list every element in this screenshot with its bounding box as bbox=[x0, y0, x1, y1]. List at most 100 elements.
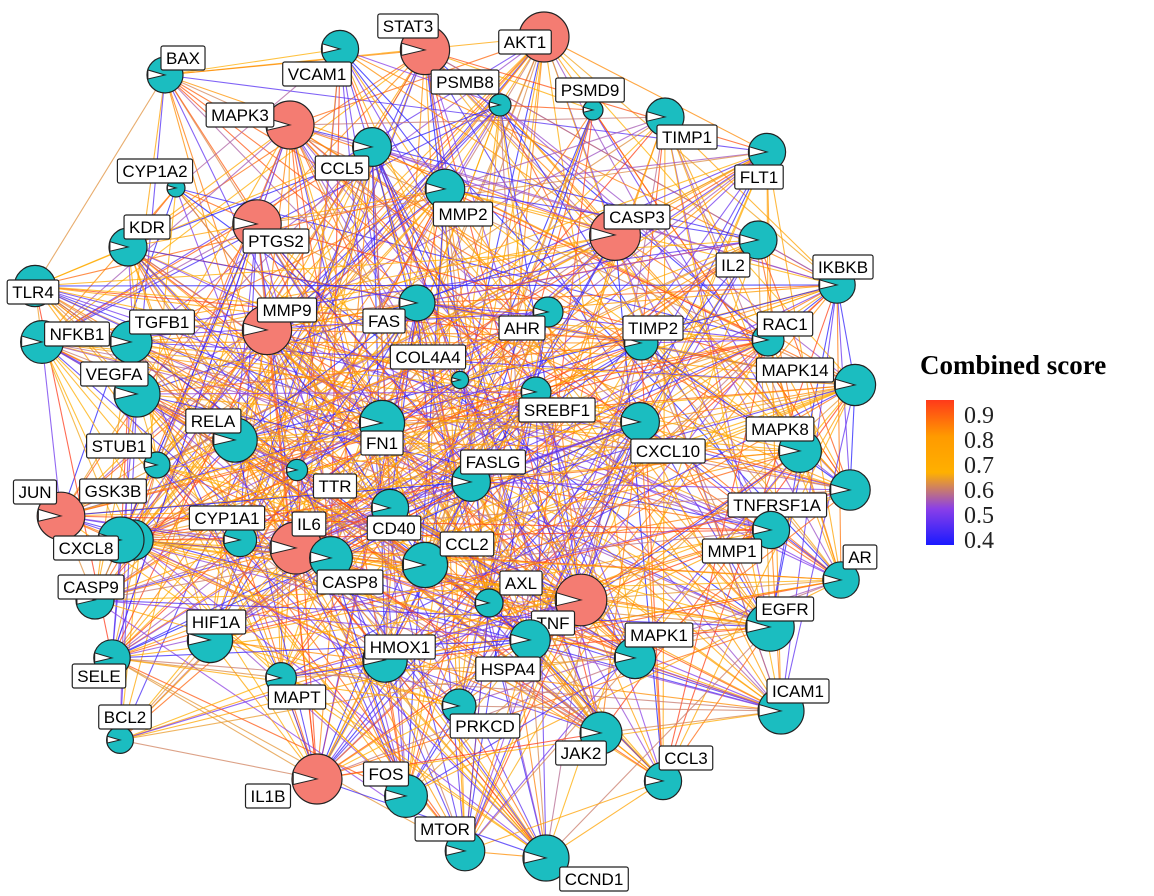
node-cxcl10[interactable]: CXCL10 bbox=[619, 402, 706, 464]
edge-MMP9-FAS bbox=[266, 302, 418, 331]
node-timp2[interactable]: TIMP2 bbox=[622, 315, 684, 361]
node-mmp9[interactable]: MMP9 bbox=[241, 297, 318, 356]
node-mmp2[interactable]: MMP2 bbox=[424, 168, 494, 227]
node-wedge bbox=[583, 106, 595, 113]
node-tnfrsf1a[interactable]: TNFRSF1A bbox=[727, 469, 871, 518]
node-il2[interactable]: IL2 bbox=[715, 220, 778, 278]
node-vcam1[interactable]: VCAM1 bbox=[282, 29, 360, 87]
edge-RAC1-CASP9 bbox=[94, 339, 769, 601]
node-timp1[interactable]: TIMP1 bbox=[645, 97, 718, 150]
node-egfr[interactable]: EGFR bbox=[745, 596, 815, 652]
node-label-box bbox=[622, 315, 684, 341]
node-tlr4[interactable]: TLR4 bbox=[6, 264, 60, 308]
node-ccl2[interactable]: CCL2 bbox=[401, 531, 495, 589]
node-wedge bbox=[109, 241, 130, 252]
node-ar[interactable]: AR bbox=[822, 544, 878, 599]
node-mtor[interactable]: MTOR bbox=[414, 816, 486, 872]
node-axl[interactable]: AXL bbox=[474, 570, 543, 618]
node-label: CXCL10 bbox=[636, 442, 700, 461]
edge-FN1-CXCL10 bbox=[381, 421, 641, 424]
node-psmd9[interactable]: PSMD9 bbox=[555, 77, 625, 121]
edge-MAPT-BCL2 bbox=[119, 677, 282, 741]
node-casp9[interactable]: CASP9 bbox=[57, 574, 125, 620]
node-label: IL1B bbox=[251, 787, 286, 806]
node-wedge bbox=[21, 335, 44, 348]
node-akt1[interactable]: AKT1 bbox=[498, 11, 570, 63]
node-cyp1a2[interactable]: CYP1A2 bbox=[116, 158, 194, 198]
node-hif1a[interactable]: HIF1A bbox=[186, 609, 247, 664]
node-il6[interactable]: IL6 bbox=[269, 511, 327, 575]
edge-MAPK3-VEGFA bbox=[136, 124, 291, 395]
node-srebf1[interactable]: SREBF1 bbox=[518, 376, 596, 423]
node-tnf[interactable]: TNF bbox=[530, 573, 608, 636]
node-il1b[interactable]: IL1B bbox=[244, 753, 343, 809]
node-label: MAPT bbox=[273, 688, 320, 707]
edge-RAC1-RELA bbox=[234, 339, 769, 441]
edge-CXCL10-TNF bbox=[580, 421, 641, 601]
node-label: MAPK3 bbox=[211, 106, 269, 125]
edge-STUB1-MAPT bbox=[156, 464, 282, 679]
node-hspa4[interactable]: HSPA4 bbox=[475, 619, 551, 682]
node-wedge bbox=[521, 387, 538, 396]
node-nfkb1[interactable]: NFKB1 bbox=[20, 320, 110, 365]
node-ccnd1[interactable]: CCND1 bbox=[522, 834, 629, 892]
edge-STUB1-HMOX1 bbox=[156, 464, 386, 661]
node-ikbkb[interactable]: IKBKB bbox=[812, 254, 874, 304]
edge-CYP1A1-IL1B bbox=[239, 539, 318, 780]
node-psmb8[interactable]: PSMB8 bbox=[430, 69, 512, 117]
node-col4a4[interactable]: COL4A4 bbox=[389, 344, 470, 390]
node-mapk3[interactable]: MAPK3 bbox=[205, 100, 315, 150]
node-jak2[interactable]: JAK2 bbox=[555, 711, 623, 766]
node-casp8[interactable]: CASP8 bbox=[309, 535, 384, 595]
node-cd40[interactable]: CD40 bbox=[366, 488, 422, 541]
node-ccl3[interactable]: CCL3 bbox=[643, 745, 714, 801]
node-bcl2[interactable]: BCL2 bbox=[98, 704, 152, 754]
node-label: ICAM1 bbox=[772, 682, 824, 701]
node-tgfb1[interactable]: TGFB1 bbox=[109, 309, 195, 364]
node-ccl5[interactable]: CCL5 bbox=[314, 126, 393, 181]
node-mapk14[interactable]: MAPK14 bbox=[755, 357, 877, 407]
node-mmp1[interactable]: MMP1 bbox=[701, 510, 791, 564]
node-wedge bbox=[510, 633, 532, 646]
edge-CXCL8-ICAM1 bbox=[120, 539, 782, 712]
node-fos[interactable]: FOS bbox=[362, 761, 429, 818]
edge-RAC1-FN1 bbox=[381, 339, 769, 424]
node-mapk1[interactable]: MAPK1 bbox=[613, 622, 694, 680]
node-wedge bbox=[425, 182, 447, 194]
node-ahr[interactable]: AHR bbox=[498, 296, 564, 341]
node-mapt[interactable]: MAPT bbox=[265, 661, 327, 710]
node-label: SREBF1 bbox=[524, 401, 590, 420]
node-cyp1a1[interactable]: CYP1A1 bbox=[188, 505, 266, 558]
edge-CASP9-PRKCD bbox=[94, 599, 460, 707]
node-stub1[interactable]: STUB1 bbox=[86, 433, 171, 479]
node-casp3[interactable]: CASP3 bbox=[588, 204, 671, 262]
node-label-box bbox=[364, 634, 436, 660]
node-wedge bbox=[533, 307, 550, 316]
node-cxcl8[interactable]: CXCL8 bbox=[52, 516, 145, 564]
node-stat3[interactable]: STAT3 bbox=[377, 13, 451, 76]
node-fn1[interactable]: FN1 bbox=[358, 399, 406, 456]
node-label: CCND1 bbox=[565, 870, 624, 889]
color-legend: Combined score 0.9 0.8 0.7 0.6 0.5 0.4 bbox=[920, 350, 1150, 560]
node-label-box bbox=[755, 596, 815, 622]
node-sele[interactable]: SELE bbox=[71, 639, 131, 689]
node-fas[interactable]: FAS bbox=[362, 284, 436, 334]
node-bax[interactable]: BAX bbox=[146, 45, 206, 94]
edge-TIMP1-MMP2 bbox=[444, 116, 666, 190]
node-rela[interactable]: RELA bbox=[185, 408, 258, 463]
node-kdr[interactable]: KDR bbox=[108, 214, 171, 267]
node-label-box bbox=[518, 397, 596, 423]
node-jun[interactable]: JUN bbox=[12, 479, 86, 541]
node-faslg[interactable]: FASLG bbox=[451, 449, 527, 503]
node-hmox1[interactable]: HMOX1 bbox=[362, 634, 436, 683]
edge-PTGS2-IL6 bbox=[256, 223, 297, 549]
node-ttr[interactable]: TTR bbox=[285, 458, 358, 499]
node-vegfa[interactable]: VEGFA bbox=[80, 361, 161, 418]
node-prkcd[interactable]: PRKCD bbox=[441, 688, 521, 739]
node-rac1[interactable]: RAC1 bbox=[751, 311, 814, 357]
node-ptgs2[interactable]: PTGS2 bbox=[232, 199, 310, 254]
node-flt1[interactable]: FLT1 bbox=[734, 132, 787, 190]
node-mapk8[interactable]: MAPK8 bbox=[745, 416, 822, 474]
edge-MMP2-IKBKB bbox=[444, 188, 838, 286]
node-icam1[interactable]: ICAM1 bbox=[757, 678, 830, 735]
